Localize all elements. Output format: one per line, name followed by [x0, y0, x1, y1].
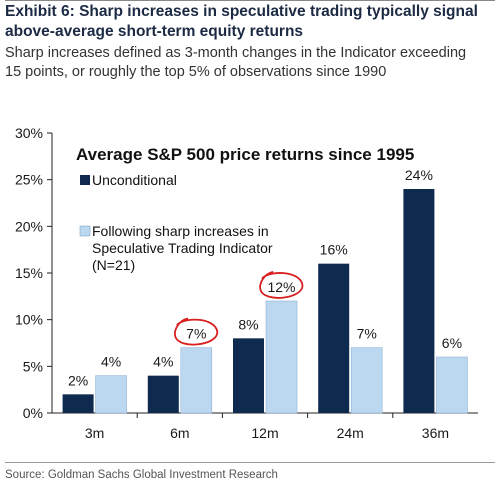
bar-sharp-increase — [95, 375, 127, 414]
data-label-unconditional: 16% — [320, 242, 348, 258]
bottom-rule — [5, 462, 495, 463]
bar-sharp-increase — [436, 356, 468, 414]
bar-layer — [62, 189, 468, 414]
legend-swatch-sharp-increase — [79, 225, 91, 237]
legend: Unconditional Following sharp increases … — [79, 172, 273, 273]
bar-sharp-increase — [180, 347, 213, 414]
legend-label-sharp-increase-line2: Speculative Trading Indicator — [92, 240, 273, 256]
bar-unconditional — [147, 375, 179, 413]
source-note: Source: Goldman Sachs Global Investment … — [5, 469, 278, 481]
chart-title: Average S&P 500 price returns since 1995 — [76, 145, 414, 164]
bar-unconditional — [233, 338, 264, 413]
data-label-sharp-increase: 12% — [267, 279, 295, 295]
data-label-unconditional: 4% — [153, 354, 173, 370]
legend-label-sharp-increase-line1: Following sharp increases in — [92, 223, 269, 239]
bar-unconditional — [403, 189, 435, 413]
data-label-unconditional: 2% — [68, 372, 88, 388]
data-label-unconditional: 24% — [405, 167, 433, 183]
bar-sharp-increase — [350, 347, 383, 414]
bar-unconditional — [62, 394, 94, 413]
exhibit-subtitle-line1: Sharp increases defined as 3-month chang… — [5, 45, 467, 61]
annotation-layer — [174, 271, 304, 346]
data-label-sharp-increase: 4% — [101, 354, 121, 370]
x-tick-label: 12m — [251, 425, 278, 441]
legend-label-unconditional: Unconditional — [92, 172, 177, 188]
exhibit-subtitle: Sharp increases defined as 3-month chang… — [5, 44, 495, 82]
y-tick-label: 10% — [15, 312, 43, 328]
y-tick-label: 15% — [15, 265, 43, 281]
data-label-sharp-increase: 6% — [442, 335, 462, 351]
red-circle-annotation — [174, 317, 219, 346]
top-rule — [5, 0, 495, 1]
y-tick-label: 25% — [15, 172, 43, 188]
legend-swatch-unconditional — [80, 175, 90, 185]
axis-layer: 0% 5% 10% 15% 20% 25% 30% 3m 6m 12m 24m 36m — [15, 125, 478, 441]
legend-label-sharp-increase-line3: (N=21) — [92, 257, 135, 273]
exhibit-title-line1: Exhibit 6: Sharp increases in speculativ… — [5, 3, 478, 20]
x-tick-label: 24m — [337, 425, 364, 441]
y-tick-label: 30% — [15, 125, 43, 141]
y-tick-label: 5% — [23, 358, 43, 374]
data-label-sharp-increase: 7% — [186, 326, 206, 342]
exhibit-title-line2: above-average short-term equity returns — [5, 23, 304, 40]
x-tick-label: 36m — [422, 425, 449, 441]
y-tick-label: 20% — [15, 218, 43, 234]
bar-sharp-increase — [265, 300, 298, 414]
data-label-unconditional: 8% — [238, 316, 258, 332]
exhibit-subtitle-line2: 15 points, or roughly the top 5% of obse… — [5, 64, 387, 80]
y-tick-label: 0% — [23, 405, 43, 421]
red-circle-annotation — [259, 271, 304, 299]
data-label-layer: 2% 4% 4% 7% 8% 12% 16% 7% 24% 6% — [68, 167, 462, 388]
exhibit-title: Exhibit 6: Sharp increases in speculativ… — [5, 2, 495, 42]
x-tick-label: 6m — [170, 425, 189, 441]
bar-unconditional — [318, 263, 350, 413]
x-tick-label: 3m — [85, 425, 104, 441]
data-label-sharp-increase: 7% — [357, 326, 377, 342]
